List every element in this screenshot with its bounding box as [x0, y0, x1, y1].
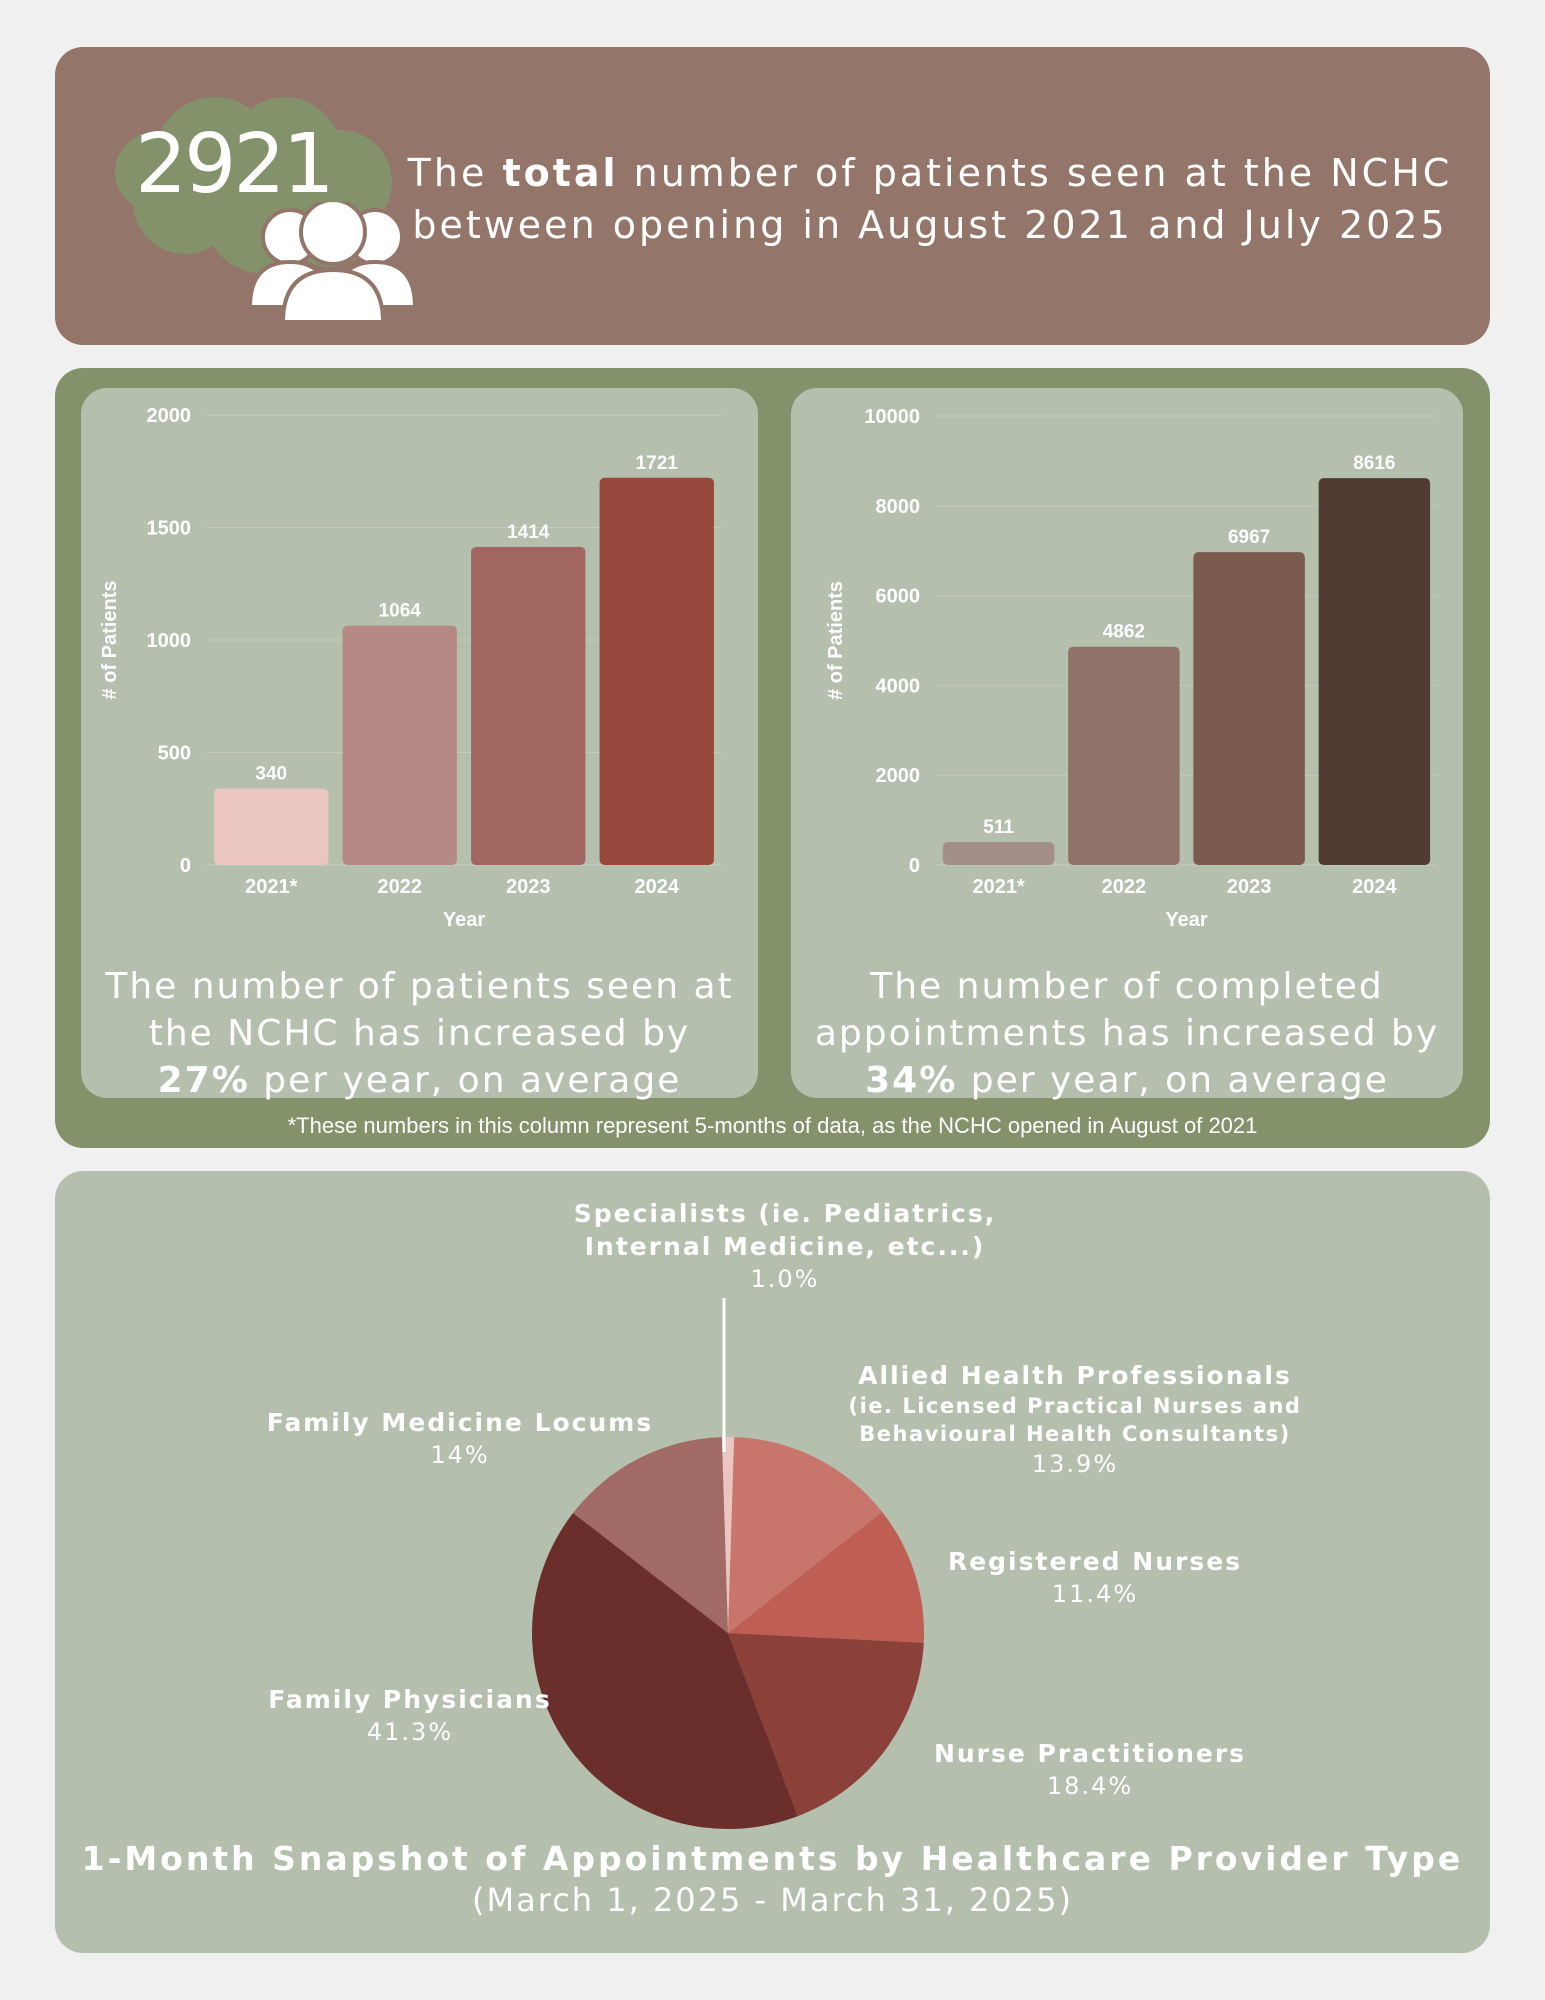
people-icon — [250, 202, 418, 324]
y-tick-label: 1500 — [147, 518, 192, 540]
provider-pie-chart — [532, 1298, 924, 1829]
bar-value-label: 340 — [255, 764, 287, 785]
y-axis-label: # of Patients — [825, 581, 847, 700]
x-tick-label: 2023 — [1227, 876, 1272, 898]
pie-chart-title: 1-Month Snapshot of Appointments by Heal… — [81, 1839, 1464, 1878]
patients-chart-card: 0 500 1000 1500 2000 340 2021* 1064 2022 1414 2023… — [81, 388, 758, 1101]
total-patients-number: 2921 — [135, 117, 335, 212]
y-tick-label: 4000 — [876, 675, 921, 697]
appointments-bar-chart: 0 2000 4000 6000 8000 10000 511 2021* 4862 2022 69… — [825, 406, 1437, 931]
pie-slice — [573, 1437, 728, 1633]
x-tick-label: 2022 — [378, 876, 423, 898]
header-description: The total number of patients seen at the… — [407, 151, 1453, 247]
bar — [1318, 478, 1431, 865]
y-tick-label: 10000 — [864, 406, 920, 428]
pie-label-family-medicine-locums: Family Medicine Locums 14% — [266, 1408, 654, 1469]
x-tick-label: 2022 — [1102, 876, 1147, 898]
bar — [599, 477, 714, 865]
x-tick-label: 2021* — [972, 876, 1024, 898]
y-tick-label: 0 — [180, 855, 191, 877]
bar-charts-panel: 0 500 1000 1500 2000 340 2021* 1064 2022 1414 2023… — [55, 368, 1490, 1148]
patients-bar-chart: 0 500 1000 1500 2000 340 2021* 1064 2022 1414 2023… — [99, 405, 721, 931]
bar-value-label: 1064 — [379, 601, 422, 622]
patients-growth-caption: The number of patients seen at the NCHC … — [105, 966, 734, 1101]
x-tick-label: 2024 — [1352, 876, 1397, 898]
bar — [1068, 646, 1180, 865]
pie-slice — [728, 1511, 924, 1643]
bar — [942, 842, 1055, 865]
pie-slice — [728, 1633, 924, 1817]
pie-label-specialists: Specialists (ie. Pediatrics, Internal Me… — [573, 1199, 997, 1293]
pie-label-allied: Allied Health Professionals (ie. License… — [848, 1361, 1302, 1478]
pie-label-registered-nurses: Registered Nurses 11.4% — [947, 1547, 1243, 1608]
y-tick-label: 8000 — [876, 496, 921, 518]
pie-label-nurse-practitioners: Nurse Practitioners 18.4% — [933, 1739, 1247, 1800]
pie-chart-subtitle: (March 1, 2025 - March 31, 2025) — [472, 1881, 1073, 1919]
bar — [471, 546, 586, 865]
x-tick-label: 2021* — [245, 876, 297, 898]
y-tick-label: 6000 — [876, 586, 921, 608]
bar — [214, 788, 329, 865]
pie-chart-panel: Specialists (ie. Pediatrics, Internal Me… — [55, 1171, 1490, 1953]
y-tick-label: 2000 — [876, 765, 921, 787]
pie-slice — [728, 1437, 883, 1633]
y-tick-label: 1000 — [147, 630, 192, 652]
bar-value-label: 1721 — [636, 453, 679, 474]
bar-value-label: 6967 — [1228, 527, 1270, 548]
pie-label-family-physicians: Family Physicians 41.3% — [268, 1685, 552, 1746]
bar — [342, 625, 457, 865]
bar-value-label: 1414 — [507, 522, 550, 543]
x-axis-label: Year — [1165, 909, 1207, 931]
x-axis-label: Year — [443, 909, 485, 931]
bar-value-label: 511 — [983, 817, 1014, 838]
y-tick-label: 500 — [158, 743, 191, 765]
x-tick-label: 2024 — [635, 876, 680, 898]
header-panel: 2921 The total number of patients seen a… — [55, 47, 1490, 345]
appointments-growth-caption: The number of completed appointments has… — [814, 966, 1440, 1101]
bar-value-label: 4862 — [1103, 622, 1145, 643]
bar — [1193, 552, 1305, 865]
x-tick-label: 2023 — [506, 876, 551, 898]
appointments-chart-card: 0 2000 4000 6000 8000 10000 511 2021* 4862 2022 69… — [791, 388, 1463, 1101]
pie-slice — [721, 1437, 735, 1633]
footnote: *These numbers in this column represent … — [287, 1113, 1258, 1138]
y-tick-label: 0 — [909, 855, 920, 877]
y-axis-label: # of Patients — [99, 581, 121, 700]
bar-value-label: 8616 — [1353, 453, 1395, 474]
y-tick-label: 2000 — [147, 405, 192, 427]
pie-slice — [532, 1512, 798, 1829]
